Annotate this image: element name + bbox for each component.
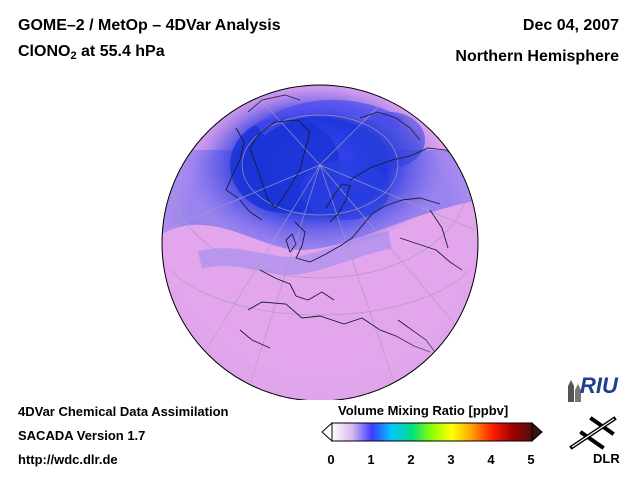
colorbar-tick-4: 4 bbox=[487, 452, 495, 467]
riu-logo-icon bbox=[568, 380, 581, 402]
title-species: ClONO bbox=[18, 43, 71, 60]
dlr-logo-text: DLR bbox=[593, 451, 620, 466]
title-species-subscript: 2 bbox=[70, 50, 77, 62]
colorbar-overflow-arrow bbox=[531, 421, 543, 443]
globe-map bbox=[161, 84, 479, 400]
title-line-2: ClONO2 at 55.4 hPa bbox=[18, 43, 165, 62]
colorbar-tick-3: 3 bbox=[447, 452, 455, 467]
colorbar-underflow-arrow bbox=[321, 421, 333, 443]
riu-logo-text: RIU bbox=[580, 373, 618, 398]
footer-line-1: 4DVar Chemical Data Assimilation bbox=[18, 404, 229, 419]
colorbar-tick-0: 0 bbox=[327, 452, 335, 467]
colorbar-tick-5: 5 bbox=[527, 452, 535, 467]
colorbar-tick-2: 2 bbox=[407, 452, 415, 467]
region-label: Northern Hemisphere bbox=[455, 48, 619, 65]
colorbar-gradient bbox=[331, 422, 533, 442]
colorbar-title: Volume Mixing Ratio [ppbv] bbox=[338, 403, 509, 418]
footer-url: http://wdc.dlr.de bbox=[18, 452, 118, 467]
title-pressure: at 55.4 hPa bbox=[76, 43, 165, 60]
footer-line-2: SACADA Version 1.7 bbox=[18, 428, 146, 443]
title-line-1: GOME–2 / MetOp – 4DVar Analysis bbox=[18, 17, 281, 34]
colorbar bbox=[321, 421, 543, 443]
dlr-logo-icon bbox=[569, 416, 617, 450]
date-label: Dec 04, 2007 bbox=[522, 17, 619, 34]
colorbar-tick-1: 1 bbox=[367, 452, 375, 467]
